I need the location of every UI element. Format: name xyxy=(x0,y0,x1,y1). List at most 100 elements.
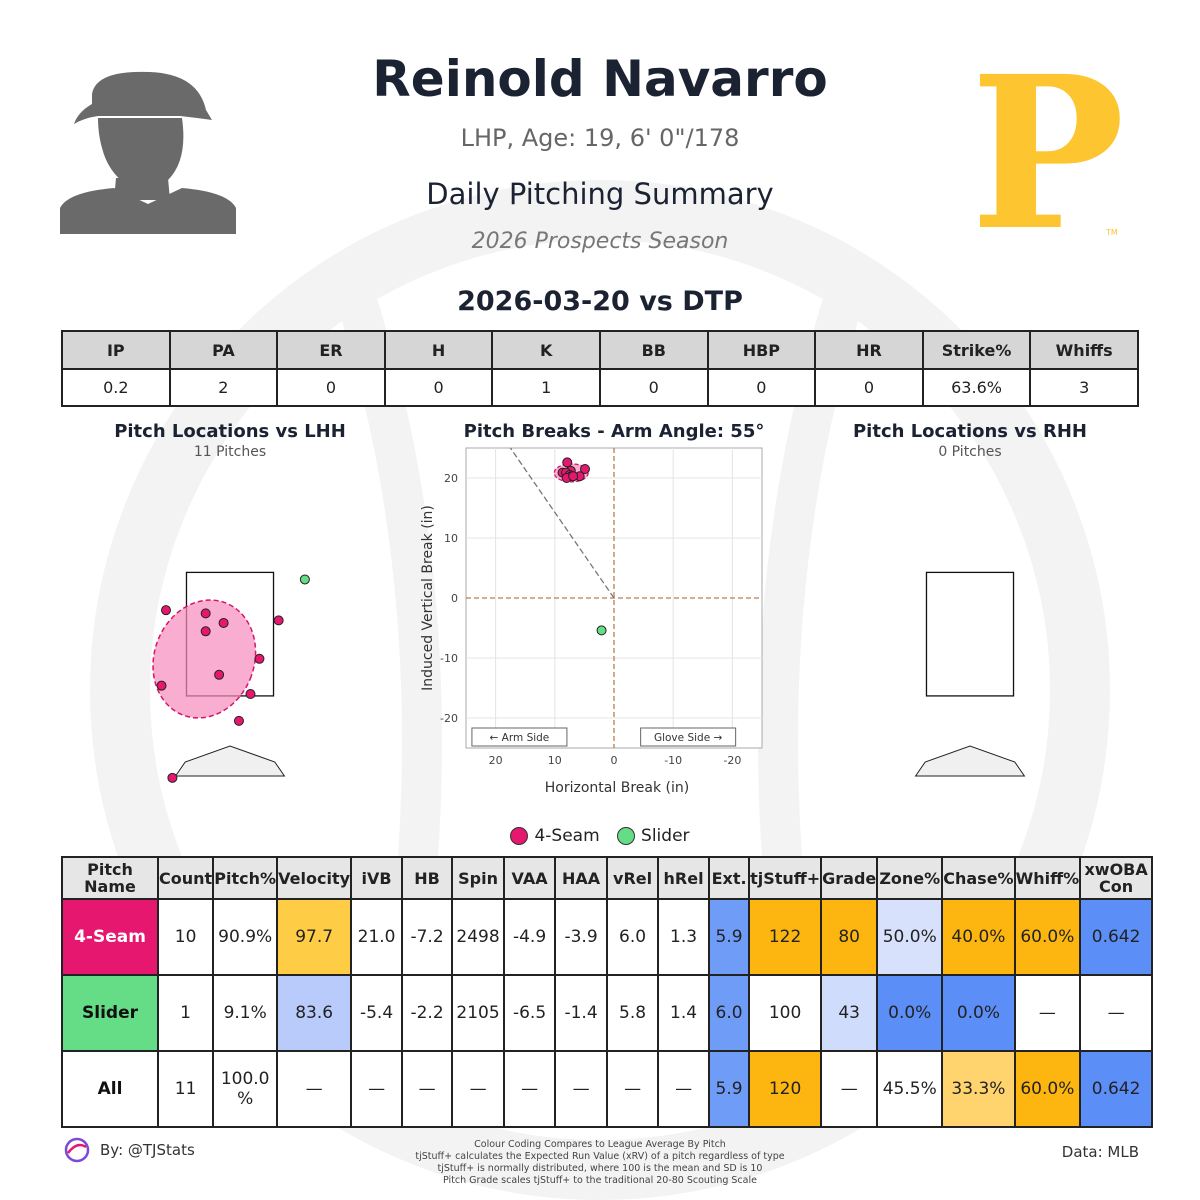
pitch-metric-cell: 6.0 xyxy=(606,898,660,976)
stat-value: 0 xyxy=(814,368,924,407)
pitch-table-header: HB xyxy=(401,856,454,900)
four-seam-density-ellipse xyxy=(152,599,257,719)
summary-title: Daily Pitching Summary xyxy=(426,177,774,211)
logo-trademark: TM xyxy=(1105,228,1118,237)
pitch-metric-cell: 120 xyxy=(748,1050,823,1128)
footer-notes: Colour Coding Compares to League Average… xyxy=(300,1139,900,1187)
pitch-metric-cell: -4.9 xyxy=(503,898,557,976)
y-tick-label: -10 xyxy=(440,652,458,665)
pitch-legend: 4-Seam Slider xyxy=(0,826,1200,850)
pitch-table-header: Grade xyxy=(820,856,879,900)
x-tick-label: 0 xyxy=(611,754,618,767)
pitch-metric-cell: 97.7 xyxy=(276,898,353,976)
home-plate xyxy=(174,745,286,777)
stat-value: 3 xyxy=(1029,368,1139,407)
pitch-table-header: Whiff% xyxy=(1013,856,1082,900)
pitch-metric-cell: -5.4 xyxy=(350,974,404,1052)
stat-header: IP xyxy=(61,330,171,370)
pitch-metric-cell: 60.0% xyxy=(1013,1050,1082,1128)
pitch-metric-cell: -1.4 xyxy=(554,974,609,1052)
pitch-metric-cell: 90.9% xyxy=(212,898,279,976)
footer-note: tjStuff+ is normally distributed, where … xyxy=(437,1163,763,1174)
pitch-metric-cell: 6.0 xyxy=(708,974,751,1052)
footer-data-source: Data: MLB xyxy=(1061,1143,1139,1161)
pitch-metric-cell: — xyxy=(657,1050,711,1128)
pitch-metric-cell: 0.642 xyxy=(1079,898,1154,976)
pitch-metric-cell: 33.3% xyxy=(941,1050,1016,1128)
strike-zone xyxy=(925,571,1015,697)
stat-value: 0 xyxy=(598,368,709,407)
footer-by-label: By: @TJStats xyxy=(100,1141,195,1159)
legend-item-slider: Slider xyxy=(617,826,690,846)
pitch-table-header: tjStuff+ xyxy=(748,856,823,900)
pitch-metric-cell: -7.2 xyxy=(401,898,454,976)
table-row: All 11 100.0 % — — — — — — — —5.9 120—45.5% 33.3% 60.… xyxy=(61,1050,1154,1128)
stat-header: PA xyxy=(168,330,279,370)
stat-value: 0 xyxy=(706,368,817,407)
pitch-location-point xyxy=(245,689,256,699)
home-plate xyxy=(914,745,1026,777)
pitch-metric-cell: 5.9 xyxy=(708,1050,751,1128)
arm-side-annotation: ← Arm Side xyxy=(490,732,550,744)
player-bio: LHP, Age: 19, 6' 0"/178 xyxy=(460,124,740,152)
footer-credit: By: @TJStats xyxy=(64,1137,195,1163)
game-title: 2026-03-20 vs DTP xyxy=(457,286,743,317)
y-tick-label: 20 xyxy=(444,472,458,485)
lhh-panel-subtitle: 11 Pitches xyxy=(193,444,267,460)
pitch-metric-cell: -3.9 xyxy=(554,898,609,976)
pitch-table-header: HAA xyxy=(554,856,609,900)
pitch-break-point xyxy=(562,457,573,468)
pitch-metric-cell: — xyxy=(554,1050,609,1128)
glove-side-annotation-box xyxy=(640,727,737,747)
pitch-metric-cell: 2498 xyxy=(451,898,506,976)
pitch-metric-cell: 40.0% xyxy=(941,898,1016,976)
y-axis-label: Induced Vertical Break (in) xyxy=(420,505,436,691)
stat-header: K xyxy=(491,330,601,370)
table-row: 4-Seam 10 90.9% 97.7 21.0 -7.2 2498 -4.9 -3.9 6.0… xyxy=(61,898,1154,976)
y-tick-label: 10 xyxy=(444,532,458,545)
stat-header: HBP xyxy=(706,330,817,370)
tjstats-logo-icon xyxy=(64,1137,90,1163)
lhh-location-chart xyxy=(152,571,310,783)
stat-value: 2 xyxy=(168,368,279,407)
pitch-metric-cell: 5.8 xyxy=(606,974,660,1052)
legend-label: 4-Seam xyxy=(534,826,600,846)
pitch-table-header: vRel xyxy=(606,856,660,900)
pitch-break-point xyxy=(568,471,579,482)
stat-line-value-row: 0.2 2 0 0 1 0 0 0 63.6% 3 xyxy=(61,368,1139,407)
pitch-metric-cell: 1.4 xyxy=(657,974,711,1052)
pitch-location-point xyxy=(233,715,244,726)
pitch-location-point xyxy=(200,608,211,619)
pitch-name-cell: All xyxy=(61,1050,159,1128)
legend-swatch xyxy=(510,827,529,845)
pitch-metric-cell: -6.5 xyxy=(503,974,557,1052)
pitch-break-point xyxy=(579,464,590,474)
pitch-table-header: xwOBA Con xyxy=(1079,856,1154,900)
rhh-panel-title: Pitch Locations vs RHH xyxy=(852,421,1087,442)
footer-note: tjStuff+ calculates the Expected Run Val… xyxy=(415,1151,785,1162)
pitch-metric-cell: 1 xyxy=(156,974,215,1052)
pitch-metric-cell: 0.642 xyxy=(1079,1050,1154,1128)
pitch-table-header: Pitch% xyxy=(212,856,279,900)
pitch-table-header: VAA xyxy=(503,856,557,900)
pitch-metric-cell: 9.1% xyxy=(212,974,279,1052)
pitch-break-point xyxy=(596,625,607,636)
pitch-location-point xyxy=(218,617,229,628)
pitch-metric-cell: — xyxy=(350,1050,404,1128)
pitch-location-point xyxy=(214,669,225,680)
table-row: Slider 1 9.1% 83.6 -5.4 -2.2 2105 -6.5 -1.4 5.8 1.… xyxy=(61,974,1154,1052)
pitch-metric-cell: 50.0% xyxy=(876,898,944,976)
pitch-metric-cell: — xyxy=(1079,974,1154,1052)
pitch-metric-cell: 21.0 xyxy=(350,898,404,976)
pitch-metrics-table: Pitch Name Count Pitch% Velocity iVB HB Spin VA… xyxy=(61,856,1154,1128)
stat-header: ER xyxy=(276,330,386,370)
x-tick-label: -10 xyxy=(664,754,682,767)
team-logo-icon: P TM xyxy=(980,55,1120,240)
stat-header: HR xyxy=(814,330,924,370)
stat-header: Strike% xyxy=(921,330,1032,370)
pitch-metric-cell: — xyxy=(451,1050,506,1128)
footer-note: Pitch Grade scales tjStuff+ to the tradi… xyxy=(443,1175,757,1186)
pitch-table-header-row: Pitch Name Count Pitch% Velocity iVB HB Spin VA… xyxy=(61,856,1154,900)
legend-label: Slider xyxy=(641,826,690,846)
breaks-panel-title: Pitch Breaks - Arm Angle: 55° xyxy=(463,421,765,442)
